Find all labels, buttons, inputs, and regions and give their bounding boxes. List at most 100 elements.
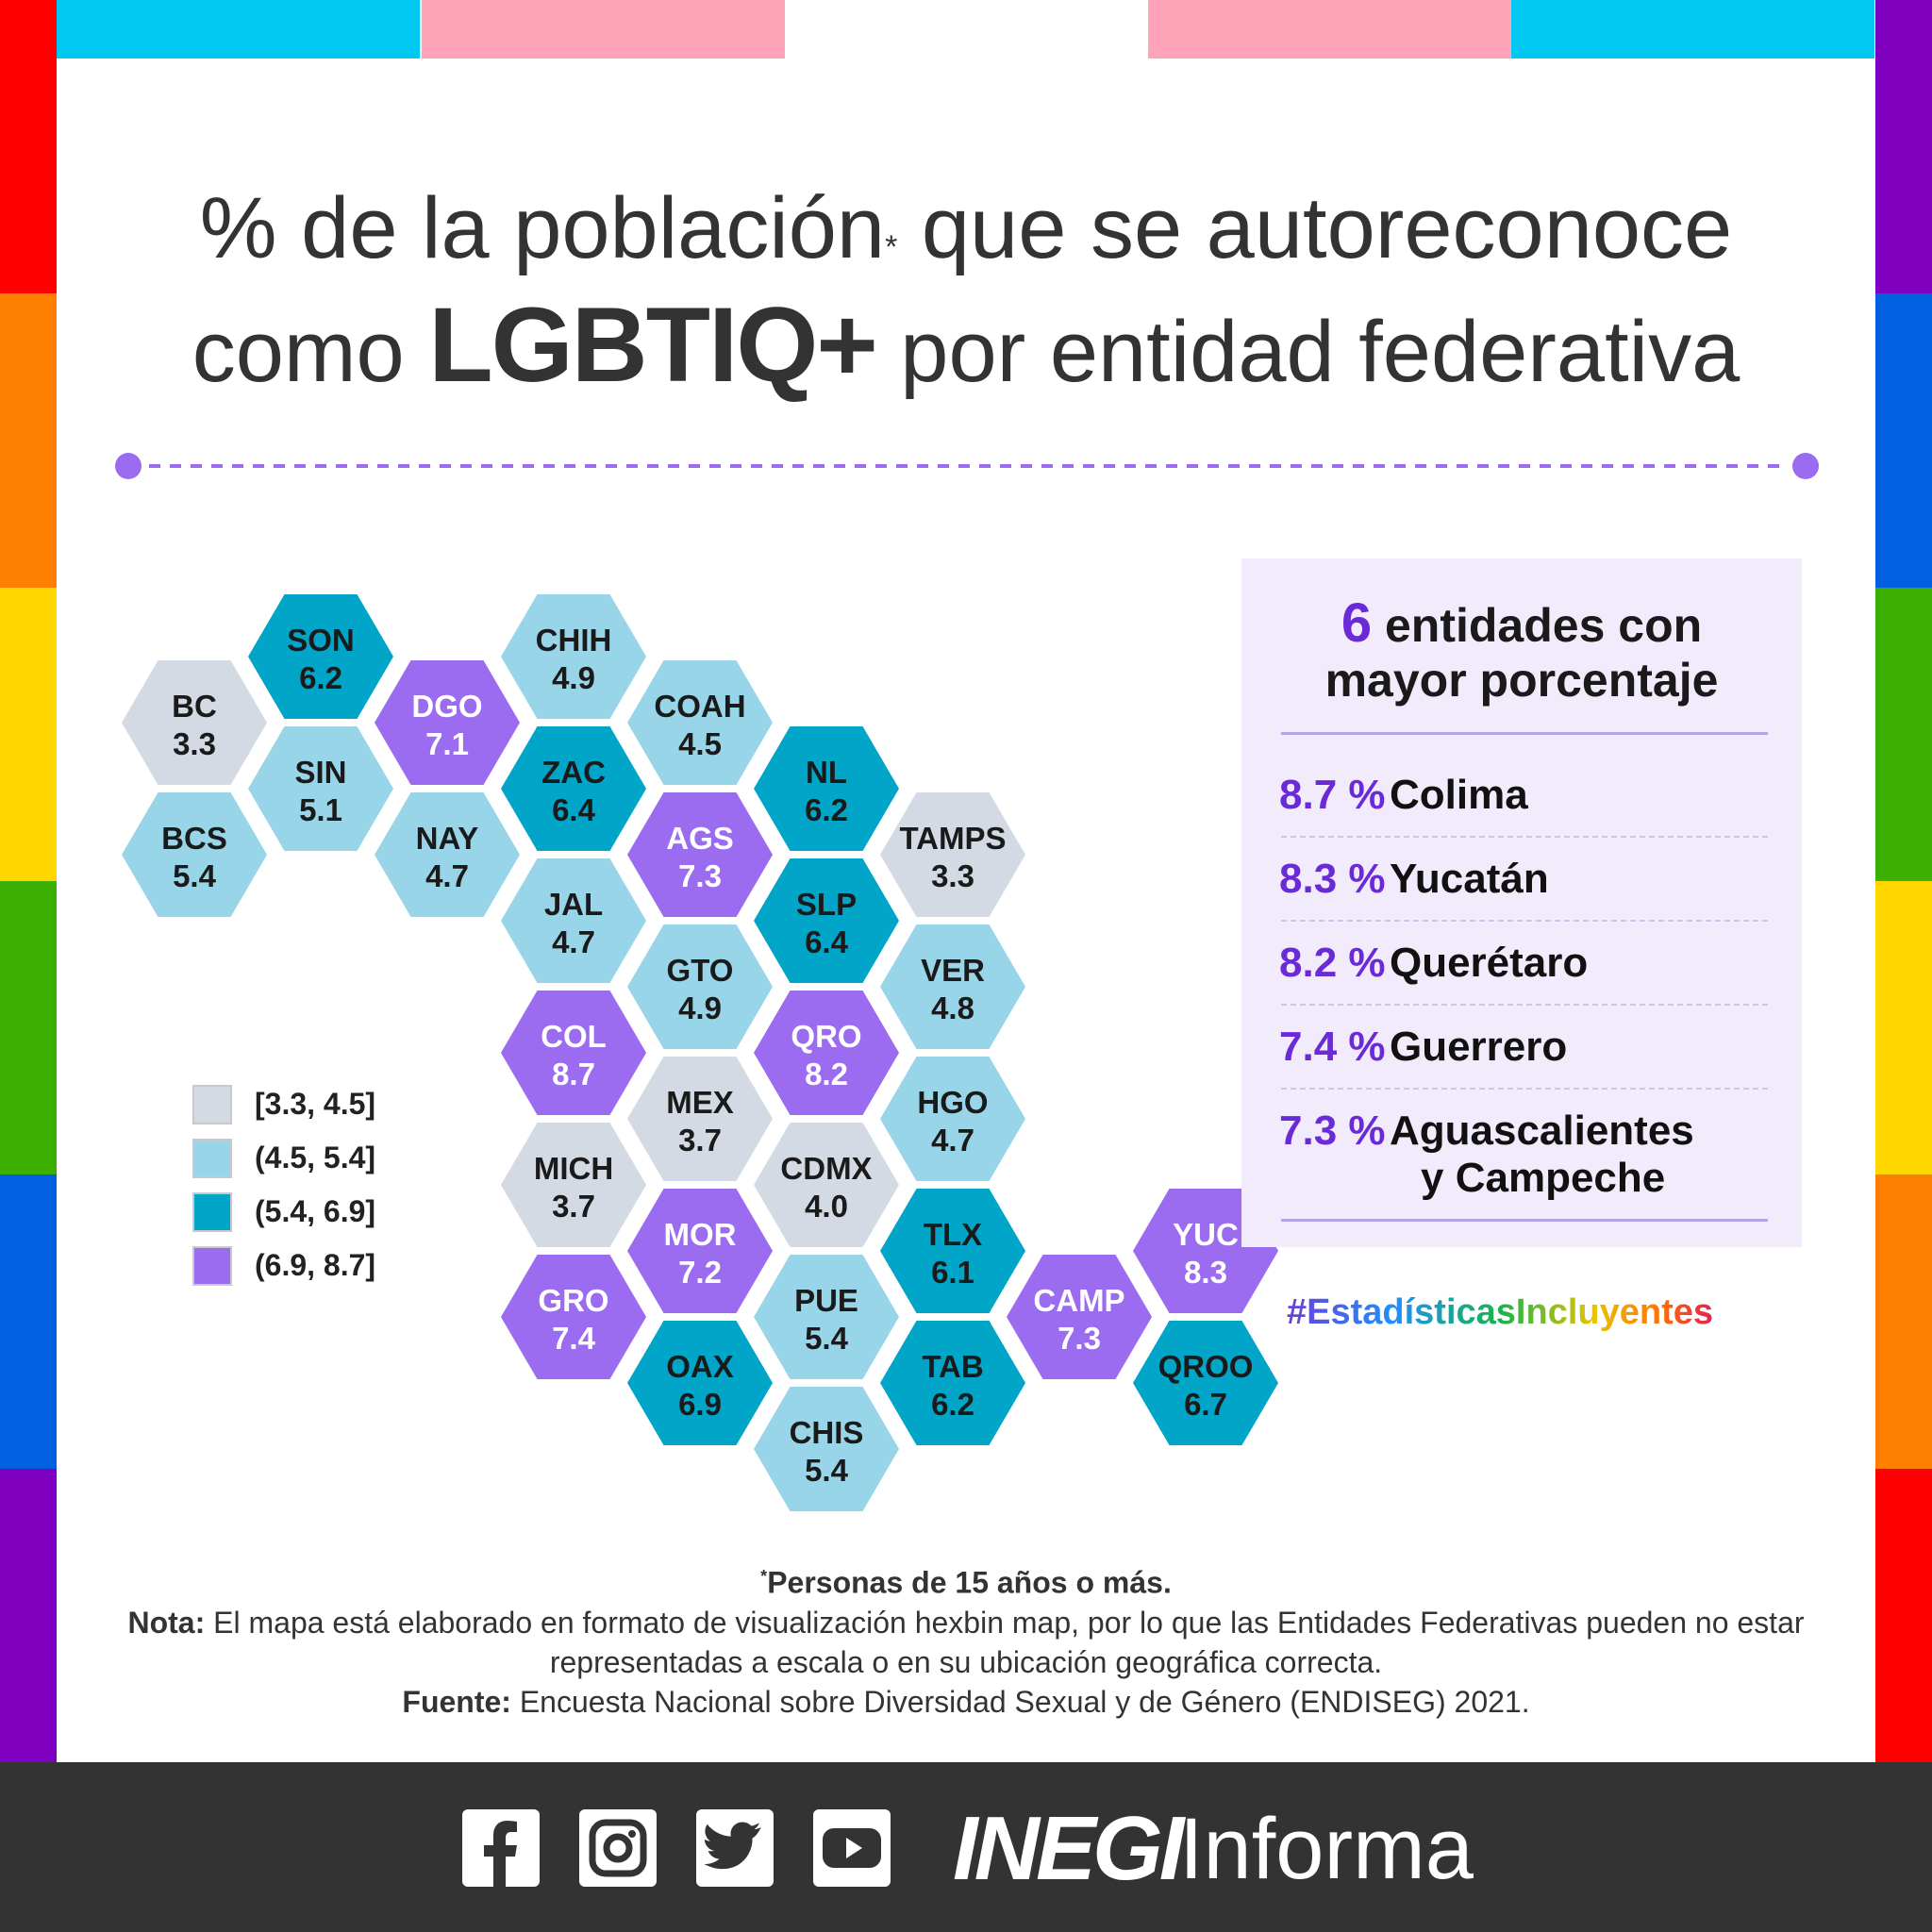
nota-text: El mapa está elaborado en formato de vis… [205, 1605, 1805, 1679]
state-code: AGS [666, 821, 734, 856]
hex-cell [754, 858, 899, 983]
youtube-icon[interactable] [813, 1809, 891, 1887]
hex-cell [501, 1123, 646, 1247]
state-hex-bc[interactable]: BC3.3 [122, 660, 267, 785]
hashtag[interactable]: #EstadísticasIncluyentes [1287, 1292, 1713, 1332]
top-states-title-text: entidades con [1372, 599, 1703, 652]
fuente-label: Fuente: [402, 1684, 511, 1719]
state-code: MOR [664, 1217, 737, 1252]
legend-swatch [192, 1246, 232, 1286]
instagram-icon[interactable] [579, 1809, 657, 1887]
top-state-row: 7.4 % Guerrero [1279, 1024, 1789, 1071]
state-value: 3.7 [678, 1123, 722, 1158]
hex-cell [754, 1387, 899, 1511]
state-value: 5.4 [805, 1321, 849, 1356]
legend-label: [3.3, 4.5] [255, 1087, 376, 1121]
state-code: GTO [667, 953, 734, 988]
state-code: VER [921, 953, 985, 988]
hex-cell [754, 726, 899, 851]
top-state-pct: 8.2 % [1279, 940, 1386, 986]
state-value: 5.4 [805, 1453, 849, 1488]
state-value: 4.5 [678, 726, 722, 761]
state-value: 4.9 [552, 660, 595, 695]
hex-cell [880, 924, 1025, 1049]
state-code: PUE [794, 1283, 858, 1318]
hex-cell [248, 726, 393, 851]
top-state-name: Querétaro [1389, 940, 1589, 986]
hex-cell [880, 792, 1025, 917]
state-value: 6.9 [678, 1387, 722, 1422]
rail-stripe [1875, 0, 1932, 294]
state-code: OAX [666, 1349, 734, 1384]
rail-stripe [0, 1468, 57, 1762]
state-value: 8.7 [552, 1057, 595, 1091]
top-bar-pink-left [422, 0, 785, 58]
hex-cell [122, 792, 267, 917]
row-divider [1281, 836, 1768, 838]
state-value: 7.3 [678, 858, 722, 893]
state-code: CHIH [536, 623, 612, 658]
hex-cell [501, 1255, 646, 1379]
state-code: SON [287, 623, 355, 658]
top-bar-blue-right [1511, 0, 1874, 58]
state-value: 4.9 [678, 991, 722, 1025]
state-value: 4.0 [805, 1189, 848, 1224]
row-divider [1281, 920, 1768, 922]
state-code: COL [541, 1019, 607, 1054]
state-code: CHIS [790, 1415, 864, 1450]
hex-cell [627, 792, 773, 917]
state-code: TAB [922, 1349, 983, 1384]
page-title: % de la población* que se autoreconoce c… [75, 170, 1857, 410]
hex-cell [375, 660, 520, 785]
state-value: 3.3 [173, 726, 216, 761]
title-divider [115, 453, 1819, 479]
hex-cell [627, 1189, 773, 1313]
state-value: 6.2 [299, 660, 342, 695]
twitter-icon[interactable] [696, 1809, 774, 1887]
facebook-icon[interactable] [462, 1809, 540, 1887]
hex-cell [501, 594, 646, 719]
state-value: 4.7 [931, 1123, 974, 1158]
rail-stripe [0, 880, 57, 1175]
row-divider [1281, 1088, 1768, 1090]
footer-bar [0, 1762, 1932, 1932]
state-value: 7.2 [678, 1255, 722, 1290]
state-code: BCS [161, 821, 227, 856]
state-value: 4.7 [552, 924, 595, 959]
state-code: MICH [534, 1151, 613, 1186]
top-state-row: 8.2 % Querétaro [1279, 940, 1789, 987]
state-hex-nl[interactable]: NL6.2 [754, 726, 899, 851]
state-code: CAMP [1033, 1283, 1124, 1318]
panel-separator [1281, 1219, 1768, 1222]
state-value: 6.2 [805, 792, 848, 827]
